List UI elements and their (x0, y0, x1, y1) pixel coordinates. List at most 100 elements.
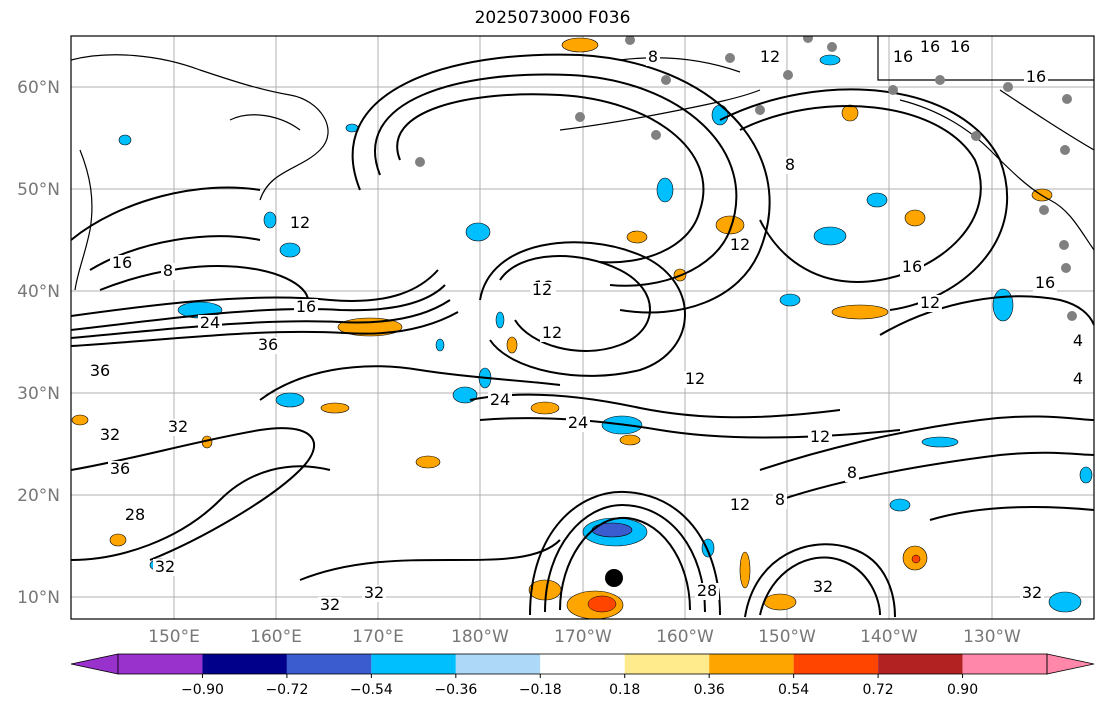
contour-label-bg (108, 461, 132, 478)
contour-label: 24 (490, 390, 510, 409)
contour-label-bg (948, 39, 972, 56)
colorbar-tick-labels: −0.90 −0.72 −0.54 −0.36 −0.18 0.18 0.36 0.54 0.7… (181, 674, 978, 698)
lon-label: 170°W (554, 627, 612, 647)
contour-label-bg (166, 419, 190, 436)
storm-center-marker (605, 569, 623, 587)
contour-label: 28 (697, 581, 717, 600)
contour-label: 8 (163, 261, 173, 280)
contour-label: 16 (112, 253, 132, 272)
contour-label: 12 (760, 47, 780, 66)
contour-label-bg (811, 579, 835, 596)
contour-label-bg (123, 507, 147, 524)
coastlines (71, 36, 1094, 291)
contour-label-bg (1033, 275, 1057, 292)
map-title: 2025073000 F036 (474, 8, 631, 28)
colorbar-tick-label: 0.90 (947, 682, 978, 698)
contour-label-bg (758, 49, 782, 66)
colorbar-tick-label: 0.72 (863, 682, 894, 698)
lon-label: 130°W (963, 627, 1021, 647)
contour-label: 32 (168, 417, 188, 436)
contour-label-bg (566, 415, 590, 432)
contour-label: 8 (648, 47, 658, 66)
contour-label: 24 (568, 413, 588, 432)
contour-label-bg (530, 282, 554, 299)
contour-label-bg (808, 429, 832, 446)
contour-label: 36 (110, 459, 130, 478)
contour-label: 12 (532, 280, 552, 299)
contour-label-bg (695, 583, 719, 600)
contour-label: 16 (893, 47, 913, 66)
contour-label-bg (318, 597, 342, 614)
lon-label: 170°E (352, 627, 404, 647)
contour-label: 36 (90, 361, 110, 380)
lat-label: 30°N (17, 384, 60, 404)
colorbar-cell (371, 654, 456, 674)
colorbar-border (117, 653, 1048, 675)
contour-label-bg (918, 39, 942, 56)
contour-label: 12 (810, 427, 830, 446)
contour-label-bg (845, 465, 859, 482)
contour-label: 32 (364, 583, 384, 602)
contour-label: 4 (1073, 331, 1083, 350)
lon-label: 150°E (148, 627, 200, 647)
colorbar-cell (455, 654, 541, 674)
contour-label-bg (918, 295, 942, 312)
colorbar-cell (540, 654, 625, 674)
contour-label: 16 (1035, 273, 1055, 292)
contour-label: 16 (296, 297, 316, 316)
colorbar-tick-label: −0.54 (350, 682, 393, 698)
contour-label: 16 (950, 37, 970, 56)
contour-label: 12 (685, 369, 705, 388)
contour-label: 12 (730, 235, 750, 254)
colorbar-cells (70, 653, 1095, 675)
contour-label-bg (198, 315, 222, 332)
contour-label: 32 (1022, 583, 1042, 602)
contour-label: 8 (785, 155, 795, 174)
contour-label: 32 (100, 425, 120, 444)
lon-label: 150°W (758, 627, 816, 647)
colorbar-cell (962, 654, 1047, 674)
contour-label-bg (362, 585, 386, 602)
strong-positive-shading (587, 554, 921, 613)
contour-label: 24 (200, 313, 220, 332)
contour-label-bg (161, 263, 175, 280)
colorbar-tick-label: −0.36 (434, 682, 477, 698)
colorbar-cell (202, 654, 287, 674)
colorbar-cell (793, 654, 879, 674)
contour-label-bg (891, 49, 915, 66)
lat-label: 10°N (17, 588, 60, 608)
contour-label: 4 (1073, 369, 1083, 388)
colorbar-extend-high (1046, 653, 1095, 675)
colorbar-cell (624, 654, 710, 674)
contour-label: 12 (542, 323, 562, 342)
contour-label-bg (783, 157, 797, 174)
latitude-labels: 60°N 50°N 40°N 30°N 20°N 10°N (17, 78, 60, 608)
lat-label: 60°N (17, 78, 60, 98)
contour-label: 32 (155, 557, 175, 576)
positive-shading (71, 37, 1053, 619)
contour-label: 32 (813, 577, 833, 596)
contour-label-bg (646, 49, 660, 66)
contour-labels: 8 12 16 16 16 16 8 12 12 16 12 12 16 24 36 36 32 32 36 28 32… (88, 37, 1085, 614)
colorbar: −0.90 −0.72 −0.54 −0.36 −0.18 0.18 0.36 0.54 0.7… (70, 653, 1095, 698)
colorbar-tick-label: −0.18 (519, 682, 562, 698)
contour-label-bg (1071, 371, 1085, 388)
contour-label: 16 (1026, 67, 1046, 86)
contour-label-bg (773, 492, 787, 509)
contour-label: 16 (920, 37, 940, 56)
lon-label: 140°W (860, 627, 918, 647)
contour-label: 12 (730, 495, 750, 514)
contour-label: 12 (920, 293, 940, 312)
colorbar-cell (286, 654, 372, 674)
station-markers (415, 36, 1077, 321)
colorbar-cell (118, 654, 203, 674)
lat-label: 40°N (17, 282, 60, 302)
lat-label: 50°N (17, 180, 60, 200)
contour-label: 8 (847, 463, 857, 482)
colorbar-tick-label: −0.90 (181, 682, 224, 698)
lon-label: 180°W (451, 627, 509, 647)
longitude-labels: 150°E 160°E 170°E 180°W 170°W 160°W 150°… (148, 627, 1021, 647)
contour-lines (71, 53, 1094, 618)
colorbar-cell (709, 654, 794, 674)
contour-label-bg (540, 325, 564, 342)
